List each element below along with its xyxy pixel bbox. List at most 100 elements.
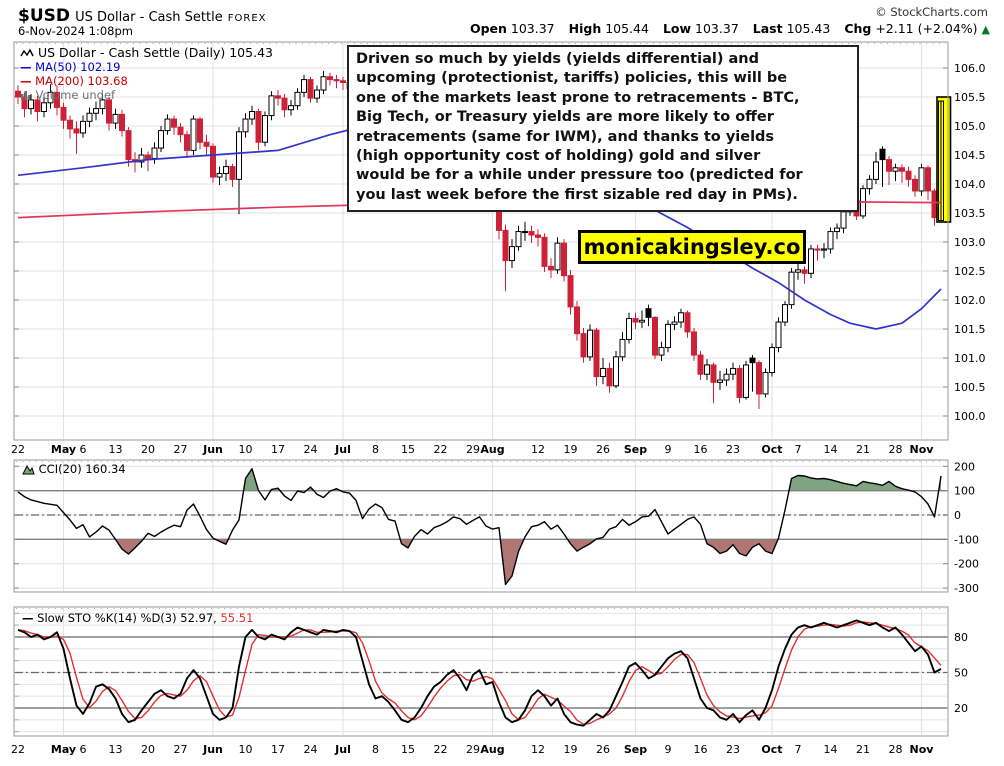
- candle: [314, 89, 320, 99]
- sto-legend: — Slow STO %K(14) %D(3) 52.97, 55.51: [22, 611, 253, 625]
- candle: [125, 130, 132, 161]
- annotation-line: (high opportunity cost of holding) gold …: [356, 148, 761, 165]
- watermark-badge: monicakingsley.co: [578, 230, 806, 264]
- candle: [925, 167, 931, 192]
- candle: [216, 173, 223, 178]
- cci-panel-border: [13, 459, 949, 593]
- high-label: High: [568, 21, 602, 36]
- candle: [190, 118, 197, 151]
- price-axis-label: 104.0: [954, 178, 986, 191]
- date-label: 19: [564, 743, 578, 756]
- cci-legend: CCI(20) 160.34: [22, 462, 126, 476]
- candle: [671, 321, 678, 325]
- candle: [502, 229, 509, 262]
- date-label: 27: [174, 443, 188, 456]
- legend-main-line: US Dollar - Cash Settle (Daily) 105.43: [20, 45, 273, 60]
- date-label: 20: [141, 443, 155, 456]
- date-label: Aug: [480, 743, 504, 756]
- candle: [262, 115, 268, 143]
- chart-datetime: 6-Nov-2024 1:08pm: [18, 24, 133, 38]
- low-label: Low: [662, 21, 692, 36]
- candle: [210, 145, 216, 178]
- candle: [333, 79, 340, 82]
- candle: [665, 323, 671, 349]
- candle: [821, 248, 827, 251]
- high-value: 105.44: [605, 21, 649, 36]
- annotation-box: Driven so much by yields (yields differe…: [347, 45, 859, 213]
- sto-axis-label: 20: [954, 702, 968, 715]
- date-label: 24: [304, 443, 318, 456]
- price-axis-label: 106.0: [954, 62, 986, 75]
- candle: [80, 120, 86, 134]
- candle: [86, 112, 93, 122]
- candle: [814, 248, 821, 251]
- candle: [892, 167, 899, 172]
- legend-ma50: — MA(50) 102.19: [20, 60, 121, 74]
- cci-axis-label: 100: [954, 485, 975, 498]
- candle: [515, 231, 522, 248]
- date-label: 14: [824, 743, 838, 756]
- price-axis-label: 105.0: [954, 120, 986, 133]
- annotation-line: Driven so much by yields (yields differe…: [356, 51, 759, 67]
- candle: [15, 90, 21, 98]
- candle: [567, 275, 574, 308]
- date-label: 9: [665, 743, 672, 756]
- symbol: $USD: [18, 6, 70, 26]
- sto-name: Slow STO %K(14) %D(3): [37, 611, 177, 625]
- candle: [574, 306, 580, 335]
- candle: [645, 308, 652, 318]
- date-label: 7: [795, 743, 802, 756]
- candle: [827, 231, 834, 250]
- date-label: Nov: [910, 443, 935, 456]
- date-label: Jun: [202, 443, 223, 456]
- candle: [301, 79, 307, 93]
- date-label: 13: [109, 443, 123, 456]
- date-label: 23: [726, 443, 740, 456]
- sto-k-value: 52.97,: [180, 611, 217, 625]
- candle: [528, 231, 535, 236]
- candle: [236, 131, 242, 180]
- date-label: 21: [856, 743, 870, 756]
- candle: [268, 95, 275, 117]
- candle: [249, 111, 255, 120]
- sto-axis-label: 80: [954, 631, 968, 644]
- candle: [327, 76, 333, 81]
- candle: [795, 269, 801, 273]
- date-label: 28: [889, 443, 903, 456]
- date-label: Sep: [624, 743, 647, 756]
- sto-k-line: [17, 619, 942, 727]
- price-axis-label: 101.5: [954, 323, 986, 336]
- date-label: 24: [304, 743, 318, 756]
- annotation-line: one of the markets least prone to retrac…: [356, 89, 800, 106]
- candle: [769, 347, 775, 373]
- candle: [54, 91, 60, 108]
- candle: [782, 304, 788, 323]
- main-legend: US Dollar - Cash Settle (Daily) 105.43 —…: [20, 45, 273, 102]
- cci-area-icon: [22, 464, 35, 475]
- candle: [639, 319, 645, 323]
- candle: [522, 231, 528, 234]
- date-label: 22: [434, 443, 448, 456]
- candle: [535, 234, 541, 238]
- date-label: 27: [174, 743, 188, 756]
- date-label: 14: [824, 443, 838, 456]
- cci-axis-label: 200: [954, 460, 975, 473]
- price-axis-label: 105.5: [954, 91, 986, 104]
- cci-axis-label: -100: [954, 533, 979, 546]
- copyright: © StockCharts.com: [875, 5, 988, 19]
- date-label: Jul: [334, 443, 351, 456]
- candle: [684, 312, 691, 333]
- date-label: 13: [109, 743, 123, 756]
- candle: [60, 106, 67, 121]
- candle: [600, 367, 606, 378]
- header-row: $USD US Dollar - Cash Settle FOREX: [18, 6, 267, 26]
- candle: [788, 271, 795, 306]
- date-label: 26: [596, 443, 610, 456]
- candle: [652, 316, 658, 356]
- price-axis-label: 102.0: [954, 294, 986, 307]
- open-value: 103.37: [510, 21, 555, 36]
- candle: [905, 170, 912, 180]
- annotation-line: you last week before the first sizable r…: [356, 186, 798, 203]
- candle: [340, 80, 346, 84]
- sto-axis-label: 50: [954, 666, 968, 679]
